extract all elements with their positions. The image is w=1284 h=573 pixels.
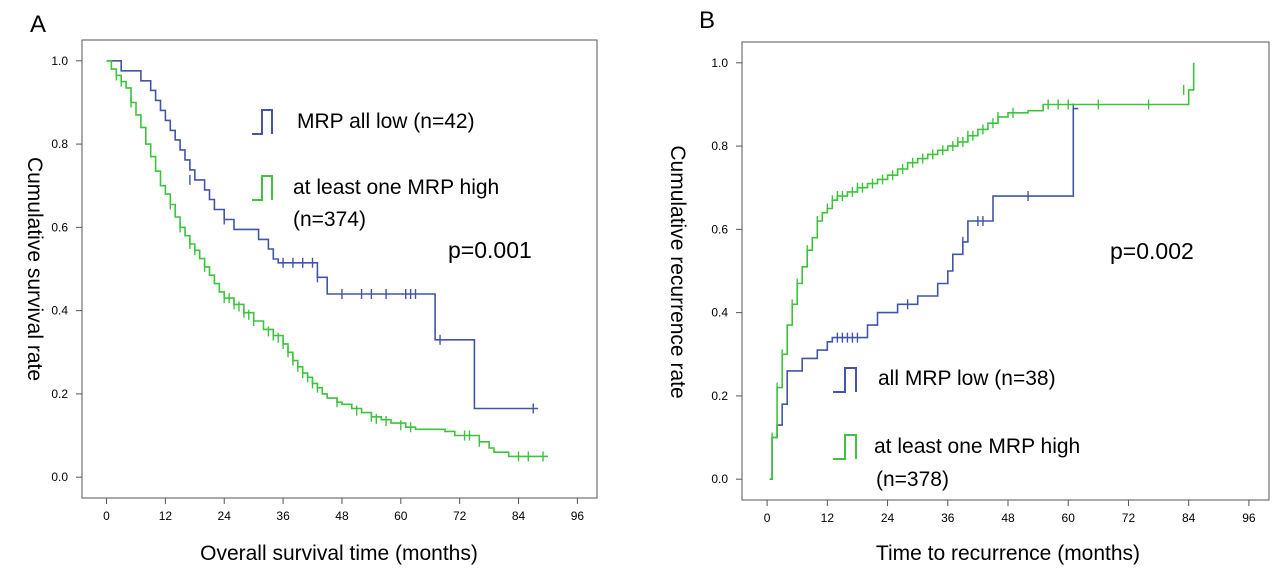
- legend-entry-low-a: MRP all low (n=42): [297, 110, 475, 133]
- curves-a: [106, 60, 548, 462]
- y-axis-title-b: Cumulative recurrence rate: [666, 145, 689, 398]
- x-tick-label-a: 12: [159, 509, 173, 523]
- legend-entry-high-b: at least one MRP high: [874, 435, 1080, 458]
- y-tick-label-a: 1.0: [51, 54, 68, 68]
- x-tick-label-b: 12: [821, 511, 835, 525]
- panel-label-b: B: [699, 7, 715, 34]
- x-axis-title-a: Overall survival time (months): [200, 542, 478, 565]
- y-tick-label-a: 0.4: [51, 304, 68, 318]
- legend-step-symbol-high-b: [833, 434, 857, 460]
- x-tick-label-b: 0: [764, 511, 771, 525]
- legend-entry-high-a: at least one MRP high: [293, 176, 499, 199]
- curves-b: [769, 62, 1195, 480]
- y-axis-title-a: Cumulative survival rate: [23, 157, 46, 381]
- x-tick-label-b: 96: [1242, 511, 1256, 525]
- legend-entry-high-count-a: (n=374): [293, 208, 366, 231]
- x-tick-label-a: 96: [571, 509, 585, 523]
- panel-label-a: A: [30, 11, 46, 38]
- x-axis-title-b: Time to recurrence (months): [876, 542, 1140, 565]
- x-tick-label-a: 36: [276, 509, 290, 523]
- x-tick-label-b: 24: [881, 511, 895, 525]
- x-tick-label-b: 60: [1062, 511, 1076, 525]
- y-tick-label-a: 0.6: [51, 220, 68, 234]
- survival-curve-high-b: [769, 62, 1195, 480]
- y-tick-label-b: 0.2: [711, 389, 728, 403]
- x-tick-label-a: 24: [218, 509, 232, 523]
- x-tick-label-b: 36: [941, 511, 955, 525]
- legend-step-symbol-low-a: [252, 109, 273, 135]
- p-value-annotation-b: p=0.002: [1110, 238, 1194, 264]
- x-tick-label-a: 0: [103, 509, 110, 523]
- panel-a: A Cumulative survival rate Overall survi…: [23, 11, 598, 565]
- legend-step-symbol-high-a: [252, 175, 273, 201]
- y-tick-label-a: 0.8: [51, 137, 68, 151]
- plot-frame-b: [741, 41, 1270, 501]
- axes-a: 0 12 24 36 48 60 72 84 96 0.0 0.2 0.4 0.6 0.8 1.0: [51, 54, 584, 523]
- panel-b: B Cumulative recurrence rate Time to rec…: [666, 7, 1270, 565]
- y-tick-label-b: 0.6: [711, 222, 728, 236]
- y-tick-label-b: 0.8: [711, 139, 728, 153]
- legend-a: MRP all low (n=42) at least one MRP high…: [252, 109, 499, 231]
- y-tick-label-a: 0.2: [51, 387, 68, 401]
- legend-entry-high-count-b: (n=378): [876, 468, 949, 491]
- x-tick-label-a: 48: [335, 509, 349, 523]
- axes-b: 0 12 24 36 48 60 72 84 96 0.0 0.2 0.4 0.6 0.8 1.0: [711, 56, 1256, 525]
- y-tick-label-a: 0.0: [51, 470, 68, 484]
- y-tick-label-b: 0.0: [711, 472, 728, 486]
- survival-curve-low-a: [106, 60, 539, 410]
- legend-entry-low-b: all MRP low (n=38): [878, 367, 1056, 390]
- y-tick-label-b: 1.0: [711, 56, 728, 70]
- x-tick-label-b: 48: [1001, 511, 1015, 525]
- legend-step-symbol-low-b: [833, 367, 857, 393]
- p-value-annotation-a: p=0.001: [448, 237, 532, 263]
- y-tick-label-b: 0.4: [711, 306, 728, 320]
- x-tick-label-b: 84: [1182, 511, 1196, 525]
- plot-frame-a: [81, 39, 598, 499]
- x-tick-label-a: 60: [394, 509, 408, 523]
- survival-curve-low-b: [769, 107, 1079, 480]
- survival-curve-high-a: [106, 60, 548, 458]
- x-tick-label-a: 84: [512, 509, 526, 523]
- x-tick-label-a: 72: [453, 509, 467, 523]
- legend-b: all MRP low (n=38) at least one MRP high…: [833, 367, 1080, 491]
- x-tick-label-b: 72: [1122, 511, 1136, 525]
